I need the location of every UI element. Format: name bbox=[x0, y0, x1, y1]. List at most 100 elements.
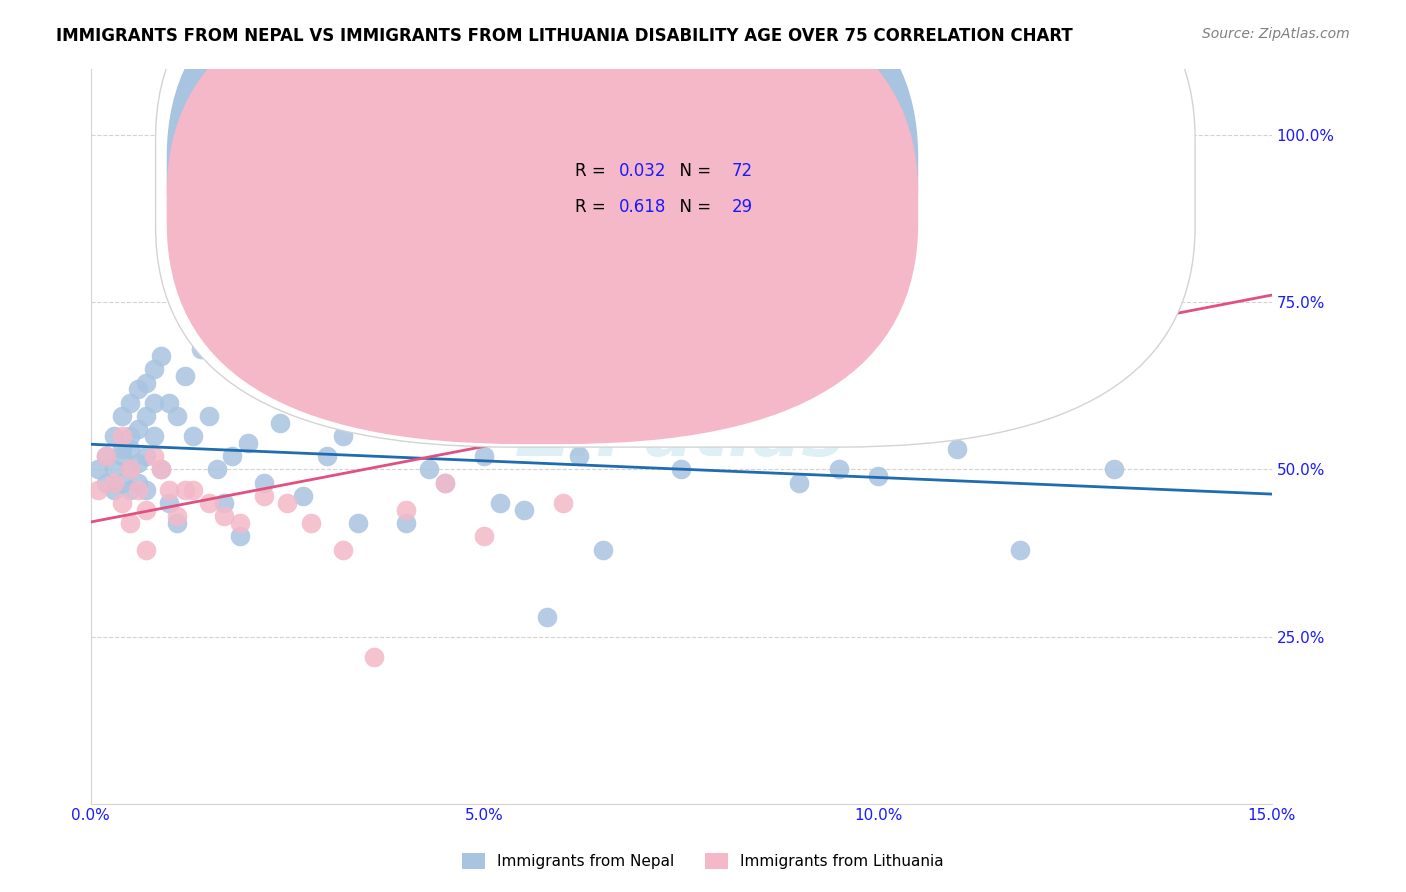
Point bbox=[418, 462, 440, 476]
Text: IMMIGRANTS FROM NEPAL VS IMMIGRANTS FROM LITHUANIA DISABILITY AGE OVER 75 CORREL: IMMIGRANTS FROM NEPAL VS IMMIGRANTS FROM… bbox=[56, 27, 1073, 45]
Point bbox=[118, 462, 141, 476]
Point bbox=[269, 416, 291, 430]
Point bbox=[181, 483, 204, 497]
Point bbox=[332, 542, 354, 557]
Point bbox=[568, 449, 591, 463]
Point bbox=[150, 349, 173, 363]
Point bbox=[284, 362, 307, 376]
Point bbox=[205, 462, 228, 476]
Point bbox=[332, 429, 354, 443]
Point bbox=[765, 128, 787, 143]
Point bbox=[142, 395, 165, 409]
Point bbox=[157, 483, 180, 497]
Text: 0.618: 0.618 bbox=[619, 198, 666, 217]
Point bbox=[474, 529, 496, 543]
Point bbox=[111, 449, 134, 463]
Point bbox=[142, 362, 165, 376]
Point bbox=[221, 449, 243, 463]
Point bbox=[103, 429, 125, 443]
FancyBboxPatch shape bbox=[167, 0, 918, 443]
FancyBboxPatch shape bbox=[167, 0, 918, 407]
Text: N =: N = bbox=[669, 198, 717, 217]
Point bbox=[166, 509, 188, 524]
Point bbox=[647, 429, 669, 443]
Point bbox=[907, 409, 929, 423]
Point bbox=[135, 409, 157, 423]
Point bbox=[868, 469, 890, 483]
Point bbox=[229, 529, 252, 543]
Point bbox=[394, 502, 416, 516]
Point bbox=[87, 483, 110, 497]
Point bbox=[111, 409, 134, 423]
Text: ZIPatlas: ZIPatlas bbox=[517, 401, 845, 471]
Point bbox=[553, 496, 575, 510]
Text: N =: N = bbox=[669, 161, 717, 179]
FancyBboxPatch shape bbox=[156, 0, 1195, 447]
Point bbox=[142, 429, 165, 443]
Point bbox=[292, 489, 315, 503]
Point bbox=[354, 395, 377, 409]
Point bbox=[671, 462, 693, 476]
Point bbox=[157, 496, 180, 510]
Point bbox=[118, 442, 141, 457]
Point bbox=[190, 342, 212, 356]
Text: R =: R = bbox=[575, 198, 612, 217]
Point bbox=[87, 462, 110, 476]
Point bbox=[378, 422, 401, 436]
Text: Source: ZipAtlas.com: Source: ZipAtlas.com bbox=[1202, 27, 1350, 41]
Point bbox=[174, 483, 197, 497]
Point bbox=[474, 449, 496, 463]
Point bbox=[236, 435, 259, 450]
Text: R =: R = bbox=[575, 161, 612, 179]
Point bbox=[181, 429, 204, 443]
Point bbox=[135, 449, 157, 463]
Point bbox=[157, 395, 180, 409]
Point bbox=[434, 475, 457, 490]
Point bbox=[315, 449, 337, 463]
Point bbox=[214, 496, 236, 510]
Point bbox=[150, 462, 173, 476]
Text: 72: 72 bbox=[733, 161, 754, 179]
Point bbox=[135, 376, 157, 390]
Point bbox=[347, 516, 370, 530]
Point bbox=[118, 462, 141, 476]
Point bbox=[450, 429, 472, 443]
Point bbox=[135, 483, 157, 497]
Point bbox=[253, 475, 276, 490]
Point bbox=[96, 475, 118, 490]
Point bbox=[103, 483, 125, 497]
Point bbox=[592, 542, 614, 557]
Point bbox=[789, 475, 811, 490]
Point bbox=[229, 516, 252, 530]
Point bbox=[96, 449, 118, 463]
Text: 0.032: 0.032 bbox=[619, 161, 666, 179]
Point bbox=[135, 502, 157, 516]
Point bbox=[489, 496, 512, 510]
Point bbox=[946, 442, 969, 457]
Point bbox=[214, 509, 236, 524]
Point bbox=[127, 382, 149, 396]
Point bbox=[197, 409, 219, 423]
Point bbox=[614, 422, 637, 436]
Point bbox=[749, 429, 772, 443]
Point bbox=[197, 496, 219, 510]
Point bbox=[127, 456, 149, 470]
Point bbox=[96, 449, 118, 463]
Point bbox=[253, 489, 276, 503]
Point bbox=[513, 502, 536, 516]
Point bbox=[299, 516, 322, 530]
Point bbox=[111, 496, 134, 510]
Point bbox=[710, 395, 733, 409]
Point bbox=[166, 516, 188, 530]
Point bbox=[127, 475, 149, 490]
Point bbox=[111, 429, 134, 443]
Point bbox=[828, 462, 851, 476]
Point bbox=[276, 496, 298, 510]
Point bbox=[118, 429, 141, 443]
Point bbox=[135, 542, 157, 557]
Point bbox=[166, 409, 188, 423]
Point bbox=[103, 462, 125, 476]
Point bbox=[111, 442, 134, 457]
Point bbox=[111, 475, 134, 490]
Point bbox=[118, 516, 141, 530]
